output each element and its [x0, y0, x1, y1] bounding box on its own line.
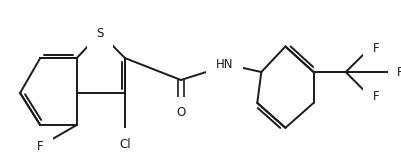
Text: F: F	[396, 66, 401, 79]
Text: Cl: Cl	[119, 138, 130, 151]
Text: F: F	[372, 42, 379, 55]
Text: S: S	[96, 27, 103, 40]
Text: O: O	[176, 106, 185, 119]
Text: F: F	[372, 90, 379, 103]
Text: HN: HN	[215, 58, 233, 71]
Text: F: F	[37, 140, 43, 153]
